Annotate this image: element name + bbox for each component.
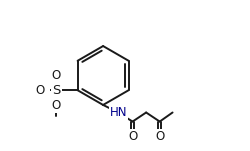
Text: O: O (128, 130, 137, 143)
Text: O: O (35, 84, 44, 97)
Text: HN: HN (110, 106, 127, 119)
Text: S: S (52, 84, 61, 97)
Text: O: O (52, 99, 61, 112)
Text: O: O (52, 69, 61, 82)
Text: O: O (155, 130, 164, 143)
